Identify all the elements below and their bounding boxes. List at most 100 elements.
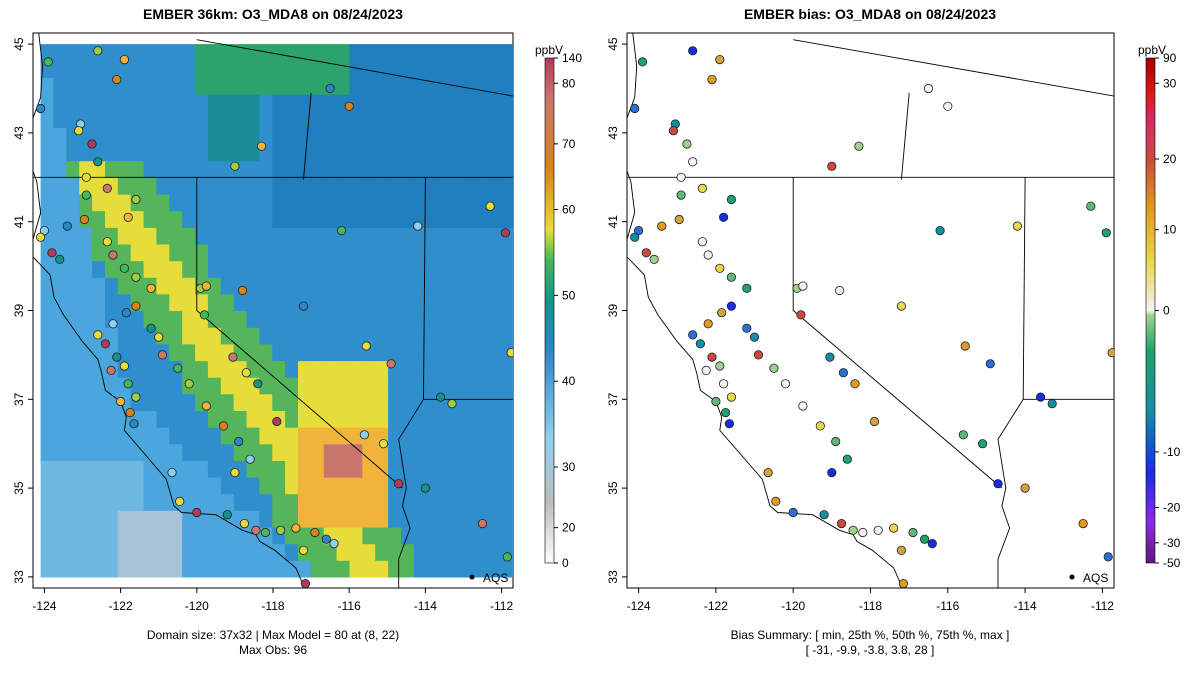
grid-cell [92,194,106,212]
grid-cell [40,310,55,328]
lat-tick-label: 37 [12,392,26,406]
grid-cell [375,293,389,312]
grid-cell [465,393,479,411]
lat-tick-label: 43 [606,126,620,140]
grid-cell [310,110,325,128]
grid-cell [105,160,119,178]
grid-cell [362,310,376,328]
grid-cell [362,243,376,262]
grid-cell [439,227,454,245]
grid-cell [143,460,158,478]
grid-cell [40,110,55,128]
station-point [47,248,57,258]
station-point [819,510,829,520]
grid-cell [40,443,55,461]
grid-cell [491,493,505,511]
grid-cell [220,260,235,278]
grid-cell [465,410,479,428]
grid-cell [336,427,351,445]
ozone-grid [40,44,513,578]
station-point [275,525,286,535]
grid-cell [53,510,67,528]
station-point [237,285,248,296]
grid-cell [207,377,222,395]
grid-cell [66,293,80,312]
grid-cell [323,410,338,428]
grid-cell [92,560,106,578]
station-point [834,285,845,296]
station-point [506,348,513,358]
station-point [230,467,240,478]
grid-cell [246,77,260,95]
grid-cell [362,410,376,428]
grid-cell [79,177,93,195]
grid-cell [452,360,466,378]
grid-cell [388,194,402,212]
station-point [146,323,156,333]
grid-cell [117,293,132,312]
grid-cell [310,343,325,362]
grid-cell [156,377,170,395]
grid-cell [143,510,158,528]
grid-cell [246,260,260,278]
grid-cell [53,460,67,478]
grid-cell [349,293,363,312]
lat-tick-label: 35 [606,481,620,495]
grid-cell [220,144,235,162]
grid-cell [40,277,55,295]
grid-cell [53,77,67,95]
grid-cell [195,360,209,378]
grid-cell [169,210,183,228]
grid-cell [156,127,170,145]
grid-cell [92,260,106,278]
grid-cell [195,410,209,428]
station-point [985,359,995,369]
grid-cell [388,160,402,178]
grid-cell [349,44,363,62]
grid-cell [478,243,492,262]
grid-cell [401,360,415,378]
grid-cell [401,60,415,78]
grid-cell [207,110,222,128]
grid-cell [195,460,209,478]
station-point [394,479,404,489]
grid-cell [503,277,513,295]
grid-cell [375,393,389,411]
grid-cell [143,144,158,162]
grid-cell [375,194,389,212]
station-point [55,254,65,264]
grid-cell [285,260,299,278]
grid-cell [220,77,235,95]
grid-cell [362,44,376,62]
grid-cell [195,77,209,95]
grid-cell [310,210,325,228]
grid-cell [503,443,513,461]
station-point [102,237,112,247]
lon-tick-label: -114 [414,599,437,613]
station-point [927,538,937,549]
grid-cell [465,443,479,461]
grid-cell [66,144,80,162]
grid-cell [465,477,479,495]
grid-cell [478,110,492,128]
station-point [131,392,141,402]
left-lat-axis: 33 35 37 39 41 43 45 [12,37,33,584]
grid-cell [169,227,183,245]
grid-cell [40,510,55,528]
grid-cell [195,477,209,495]
lon-tick-label: -116 [338,599,361,613]
grid-cell [195,560,209,578]
grid-cell [66,94,80,112]
left-colorbar: ppbV 0 20 30 40 50 60 70 80 140 [535,43,582,570]
grid-cell [40,393,55,411]
grid-cell [401,310,415,328]
grid-cell [246,44,260,62]
station-point [239,518,249,529]
grid-cell [130,160,145,178]
grid-cell [130,310,145,328]
grid-cell [40,293,55,312]
grid-cell [259,393,273,411]
grid-cell [259,560,273,578]
station-point [192,507,202,518]
grid-cell [259,427,273,445]
